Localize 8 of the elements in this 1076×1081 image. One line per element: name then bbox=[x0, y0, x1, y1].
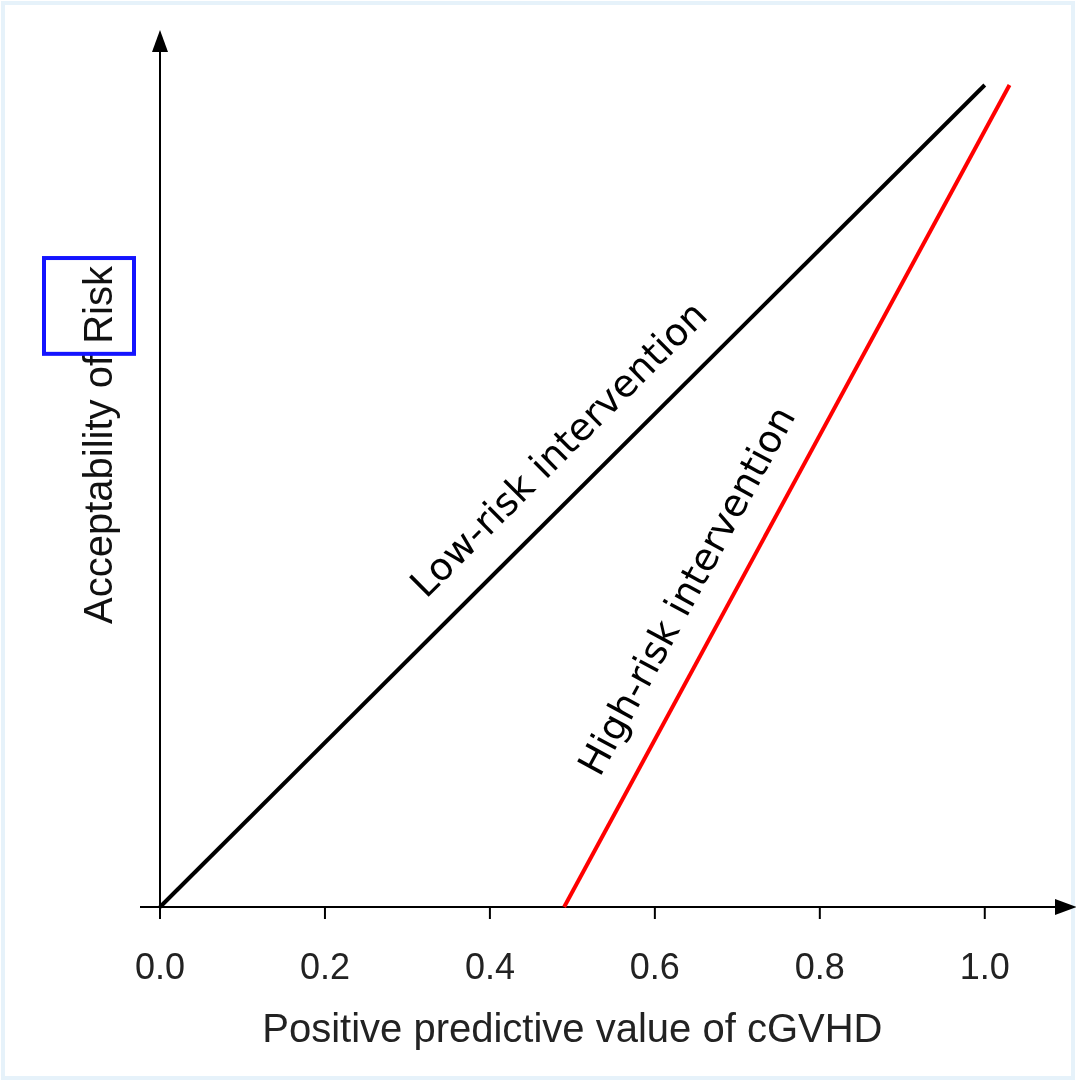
x-tick-label: 0.4 bbox=[464, 946, 515, 987]
x-tick-label: 0.8 bbox=[794, 946, 845, 987]
x-tick-label: 0.2 bbox=[299, 946, 350, 987]
x-tick-label: 0.0 bbox=[134, 946, 186, 987]
y-axis-title: Acceptability of Risk bbox=[76, 265, 120, 624]
x-axis-title: Positive predictive value of cGVHD bbox=[262, 1006, 883, 1050]
x-tick-label: 1.0 bbox=[959, 946, 1010, 987]
x-tick-label: 0.6 bbox=[629, 946, 680, 987]
